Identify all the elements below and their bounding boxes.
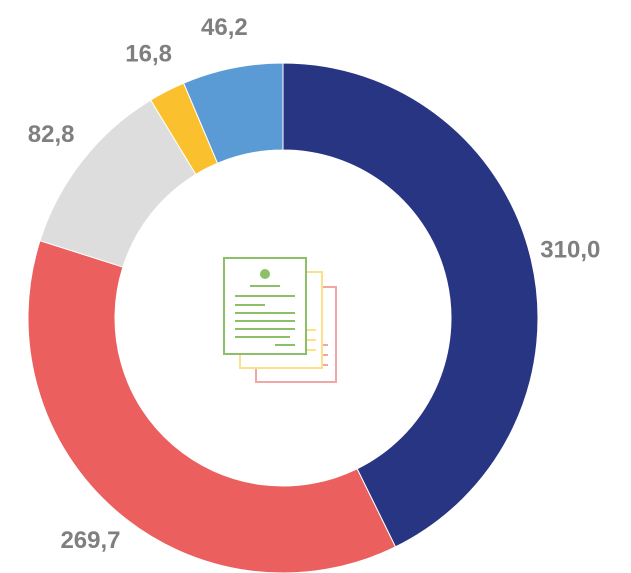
data-label: 16,8 <box>125 41 172 68</box>
data-label: 310,0 <box>540 237 600 264</box>
data-label: 269,7 <box>60 527 120 554</box>
data-label: 82,8 <box>28 121 75 148</box>
donut-segment <box>282 62 539 548</box>
data-label: 46,2 <box>201 14 248 41</box>
donut-segment <box>183 62 284 164</box>
center-icon <box>223 257 337 383</box>
donut-segment <box>27 240 397 573</box>
